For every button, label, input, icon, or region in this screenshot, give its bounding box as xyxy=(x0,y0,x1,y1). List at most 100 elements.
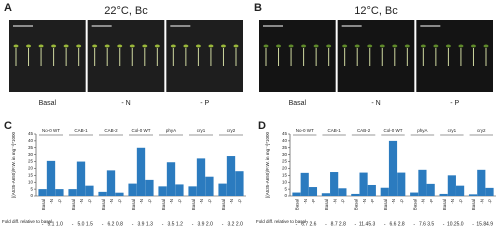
x-tick-label: Basal xyxy=(101,199,106,210)
bar xyxy=(136,147,146,196)
leaf xyxy=(326,44,332,48)
panel-letter: C xyxy=(4,120,12,132)
group-label: No-0 WT xyxy=(42,128,60,133)
bar xyxy=(46,160,56,196)
fold-value: 3.2 xyxy=(228,221,235,227)
x-tick-label: Basal xyxy=(191,199,196,210)
bar xyxy=(351,193,360,196)
x-tick-label: -P xyxy=(238,199,243,204)
x-tick-label: -P xyxy=(208,199,213,204)
x-tick-label: -P xyxy=(58,199,63,204)
x-tick-label: -P xyxy=(311,199,316,204)
photo xyxy=(166,20,243,92)
y-tick-label: 15 xyxy=(282,173,288,178)
photo xyxy=(87,20,165,92)
leaf xyxy=(433,44,439,48)
group-label: phyA xyxy=(417,128,427,133)
leaf xyxy=(92,44,98,48)
x-tick-label: -P xyxy=(118,199,123,204)
photo xyxy=(337,20,415,92)
leaf xyxy=(208,44,214,48)
y-tick-label: 0 xyxy=(30,193,33,198)
y-tick-label: 10 xyxy=(28,179,34,184)
photo xyxy=(259,20,336,92)
fold-label: Fold diff. relative to basal xyxy=(2,219,52,224)
y-tick-label: 0 xyxy=(284,193,287,198)
group-label: CAB-1 xyxy=(328,128,342,133)
x-tick-label: -N xyxy=(332,199,337,204)
x-tick-label: -P xyxy=(88,199,93,204)
bar xyxy=(418,169,427,196)
fold-value: 2.6 xyxy=(309,221,316,227)
x-tick-label: -N xyxy=(391,199,396,204)
fold-value: 3.9 xyxy=(198,221,205,227)
bar xyxy=(292,192,301,196)
fold-value: 3.5 xyxy=(168,221,175,227)
fold-value: 7.6 xyxy=(419,221,426,227)
leaf xyxy=(51,44,57,48)
bar xyxy=(308,187,318,196)
x-tick-label: -N xyxy=(421,199,426,204)
fold-value: 0.8 xyxy=(116,221,123,227)
fold-value: 1.2 xyxy=(176,221,183,227)
leaf xyxy=(420,44,426,48)
fold-value: - xyxy=(102,221,104,227)
leaf xyxy=(392,44,398,48)
x-tick-label: -P xyxy=(370,199,375,204)
bar xyxy=(235,171,244,196)
bar xyxy=(98,191,107,196)
fold-value: 3.9 xyxy=(138,221,145,227)
leaf xyxy=(301,44,307,48)
fold-value: - xyxy=(132,221,134,227)
x-tick-label: -P xyxy=(488,199,493,204)
bar xyxy=(145,179,154,196)
leaf xyxy=(233,44,239,48)
fold-value: - xyxy=(296,221,298,227)
fold-value: 5.3 xyxy=(368,221,375,227)
leaf xyxy=(470,44,476,48)
bar xyxy=(397,172,406,196)
group-label: CAB-2 xyxy=(104,128,118,133)
x-tick-label: -P xyxy=(429,199,434,204)
leaf xyxy=(38,44,44,48)
leaf xyxy=(263,44,269,48)
y-tick-label: 5 xyxy=(30,186,33,191)
bar xyxy=(439,193,448,196)
bar xyxy=(410,192,419,196)
bar xyxy=(106,170,116,196)
leaf xyxy=(458,44,464,48)
fold-value: 5.0 xyxy=(78,221,85,227)
bar xyxy=(468,194,478,196)
bar xyxy=(38,189,47,196)
x-tick-label: -N xyxy=(199,199,204,204)
fold-value: 1.5 xyxy=(86,221,93,227)
leaf xyxy=(276,44,282,48)
y-tick-label: 40 xyxy=(282,138,288,143)
y-tick-label: 10 xyxy=(282,179,288,184)
y-axis-label: [(A535-A650)/F.W. in mg⁻¹]*1000 xyxy=(11,132,16,198)
x-tick-label: -P xyxy=(399,199,404,204)
leaf xyxy=(117,44,123,48)
y-tick-label: 35 xyxy=(282,145,288,150)
bar xyxy=(188,186,197,196)
x-tick-label: -N xyxy=(49,199,54,204)
group-label: cry2 xyxy=(477,128,486,133)
fold-value: - xyxy=(162,221,164,227)
group-label: cry2 xyxy=(227,128,236,133)
x-tick-label: Basal xyxy=(442,199,447,210)
leaf xyxy=(342,44,348,48)
leaf xyxy=(367,44,373,48)
y-tick-label: 35 xyxy=(28,145,34,150)
bar xyxy=(55,189,64,196)
y-tick-label: 5 xyxy=(284,186,287,191)
group-label: phyA xyxy=(166,128,176,133)
leaf xyxy=(379,44,385,48)
y-tick-label: 30 xyxy=(28,152,34,157)
fold-value: - xyxy=(325,221,327,227)
bar xyxy=(321,193,330,196)
leaf xyxy=(195,44,201,48)
x-tick-label: -N xyxy=(169,199,174,204)
x-tick-label: -P xyxy=(458,199,463,204)
x-tick-label: Basal xyxy=(295,199,300,210)
fold-value: - xyxy=(413,221,415,227)
